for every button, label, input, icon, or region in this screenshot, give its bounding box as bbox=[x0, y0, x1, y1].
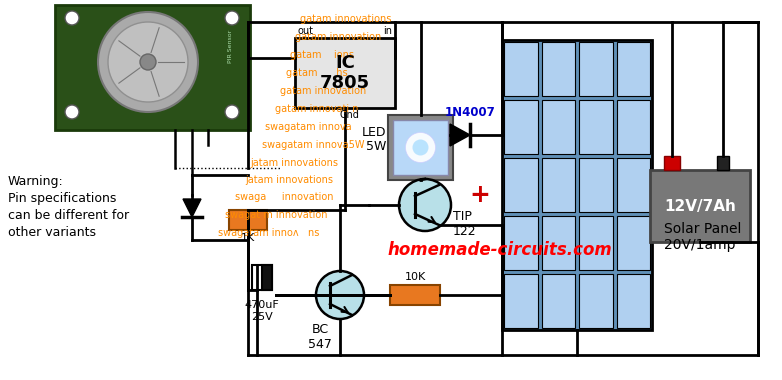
Polygon shape bbox=[450, 124, 470, 146]
Bar bbox=[579, 274, 612, 328]
Text: Gnd: Gnd bbox=[340, 110, 360, 120]
Bar bbox=[229, 210, 267, 230]
Circle shape bbox=[316, 271, 364, 319]
Bar bbox=[390, 285, 440, 305]
Bar bbox=[579, 100, 612, 154]
Text: IC
7805: IC 7805 bbox=[320, 54, 370, 92]
Circle shape bbox=[98, 12, 198, 112]
Bar bbox=[541, 42, 575, 96]
Text: TIP
122: TIP 122 bbox=[453, 210, 476, 238]
Text: +: + bbox=[469, 183, 490, 207]
Text: 10K: 10K bbox=[404, 272, 425, 282]
Text: 12V/7Ah: 12V/7Ah bbox=[664, 198, 736, 214]
Bar bbox=[579, 42, 612, 96]
Bar bbox=[504, 100, 537, 154]
Circle shape bbox=[412, 139, 429, 155]
Text: 470uF
25V: 470uF 25V bbox=[245, 300, 279, 321]
Circle shape bbox=[65, 105, 79, 119]
Bar bbox=[650, 170, 750, 242]
Text: swagatam innova: swagatam innova bbox=[265, 122, 352, 132]
Text: swagat m innovation: swagat m innovation bbox=[225, 210, 328, 220]
Circle shape bbox=[406, 133, 436, 163]
Text: Warning:
Pin specifications
can be different for
other variants: Warning: Pin specifications can be diffe… bbox=[8, 175, 129, 239]
Bar bbox=[616, 274, 650, 328]
Circle shape bbox=[140, 54, 156, 70]
Bar bbox=[616, 216, 650, 270]
Bar bbox=[616, 158, 650, 212]
Text: swagatam innoʌ   ns: swagatam innoʌ ns bbox=[218, 228, 319, 238]
Text: BC
547: BC 547 bbox=[308, 323, 332, 351]
Bar bbox=[664, 156, 680, 170]
Bar bbox=[579, 216, 612, 270]
Text: jatam innovations: jatam innovations bbox=[245, 175, 333, 185]
Bar bbox=[262, 265, 272, 290]
Circle shape bbox=[65, 11, 79, 25]
Text: gatam innovations: gatam innovations bbox=[300, 14, 391, 24]
Text: out: out bbox=[298, 26, 314, 36]
Circle shape bbox=[108, 22, 188, 102]
Text: swaga     innovation: swaga innovation bbox=[235, 192, 333, 202]
Text: 1K: 1K bbox=[241, 233, 255, 243]
Bar bbox=[55, 5, 250, 130]
Bar bbox=[388, 115, 453, 180]
Bar bbox=[504, 158, 537, 212]
Bar bbox=[717, 156, 729, 170]
Bar bbox=[393, 120, 448, 175]
Bar bbox=[579, 158, 612, 212]
Text: homemade-circuits.com: homemade-circuits.com bbox=[388, 241, 612, 259]
Bar bbox=[616, 42, 650, 96]
Circle shape bbox=[225, 105, 239, 119]
Text: PIR Sensor: PIR Sensor bbox=[228, 30, 232, 63]
Text: LED
5W: LED 5W bbox=[361, 125, 386, 154]
Circle shape bbox=[225, 11, 239, 25]
Text: Solar Panel
20V/1amp: Solar Panel 20V/1amp bbox=[664, 222, 741, 252]
Polygon shape bbox=[183, 199, 201, 217]
Circle shape bbox=[399, 179, 451, 231]
Bar bbox=[541, 274, 575, 328]
Bar bbox=[295, 38, 395, 108]
Bar bbox=[541, 216, 575, 270]
Bar bbox=[504, 42, 537, 96]
Text: gatam    ions: gatam ions bbox=[290, 50, 354, 60]
Bar bbox=[616, 100, 650, 154]
Text: gatam innovati n: gatam innovati n bbox=[275, 104, 358, 114]
Bar bbox=[504, 216, 537, 270]
Bar bbox=[502, 40, 652, 330]
Bar bbox=[541, 158, 575, 212]
Text: gatam      hs: gatam hs bbox=[286, 68, 348, 78]
Text: gatam innovation: gatam innovation bbox=[280, 86, 366, 96]
Bar bbox=[541, 100, 575, 154]
Bar bbox=[504, 274, 537, 328]
Text: 1N4007: 1N4007 bbox=[445, 106, 496, 119]
Bar bbox=[252, 265, 272, 290]
Text: jatam innovations: jatam innovations bbox=[250, 158, 338, 168]
Text: swagatam innova5W: swagatam innova5W bbox=[262, 140, 364, 150]
Text: gatam innovation: gatam innovation bbox=[295, 32, 382, 42]
Text: in: in bbox=[383, 26, 392, 36]
